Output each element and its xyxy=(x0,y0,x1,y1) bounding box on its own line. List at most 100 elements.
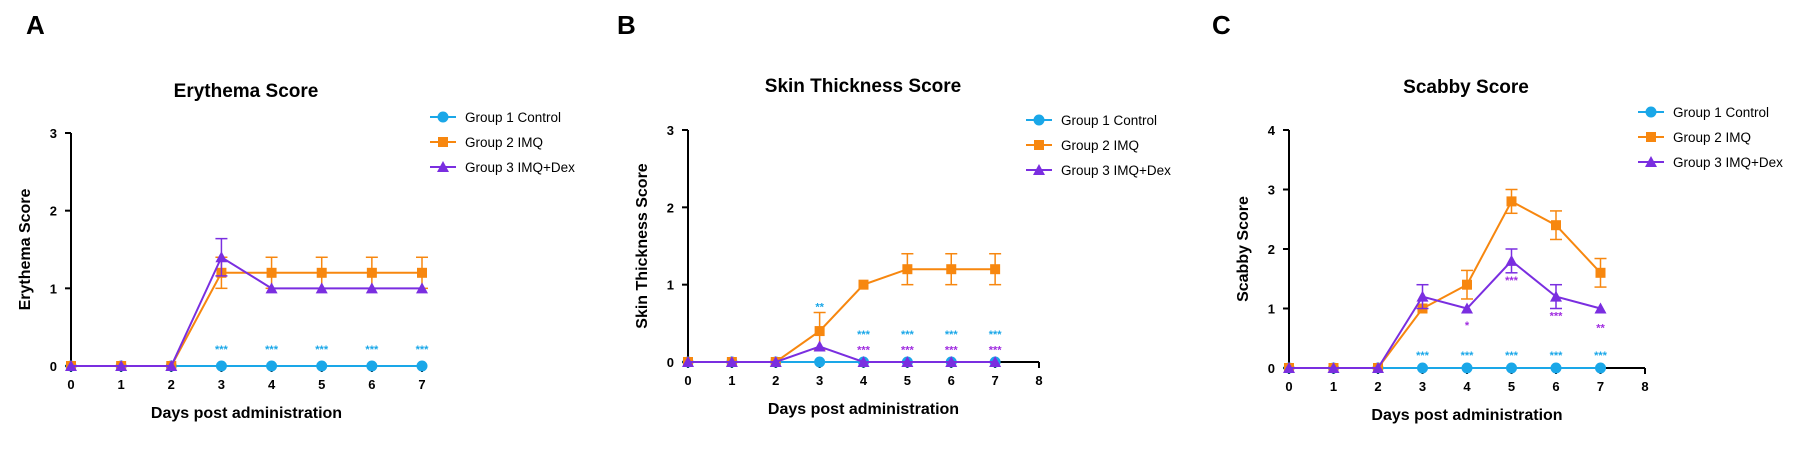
significance-mark: *** xyxy=(901,345,915,357)
data-point xyxy=(1283,362,1295,373)
data-point xyxy=(316,267,327,278)
y-tick-label: 3 xyxy=(1268,183,1275,198)
significance-mark: *** xyxy=(857,345,871,357)
significance-mark: *** xyxy=(315,344,329,356)
significance-mark: *** xyxy=(989,329,1003,341)
chart-panel-a: A Erythema Score 0 1 2 3 4 5 6 7 0 1 2 3 Days post adm… xyxy=(17,10,575,422)
x-tick-label: 4 xyxy=(268,377,276,392)
chart-panel-c: C Scabby Score 0 1 2 3 4 5 6 7 8 0 1 2 3 4 Days post adm… xyxy=(1212,10,1783,424)
data-point xyxy=(1461,302,1473,314)
x-tick-label: 6 xyxy=(948,373,955,388)
x-tick-label: 5 xyxy=(318,377,325,392)
legend-label: Group 3 IMQ+Dex xyxy=(1061,163,1171,178)
x-tick-label: 2 xyxy=(772,373,779,388)
data-point xyxy=(215,251,228,263)
legend-label: Group 1 Control xyxy=(1673,105,1769,120)
data-point xyxy=(1595,267,1606,278)
data-point xyxy=(266,360,278,372)
legend-label: Group 1 Control xyxy=(1061,113,1157,128)
data-point xyxy=(1416,290,1429,302)
significance-mark: *** xyxy=(945,329,959,341)
data-point xyxy=(266,267,277,278)
data-point xyxy=(902,264,913,275)
x-tick-label: 0 xyxy=(67,377,74,392)
x-tick-label: 7 xyxy=(992,373,999,388)
x-tick-label: 5 xyxy=(904,373,911,388)
data-point xyxy=(769,356,782,367)
data-point xyxy=(366,267,377,278)
data-point xyxy=(365,282,378,294)
data-point xyxy=(945,356,958,367)
legend-marker xyxy=(437,111,449,123)
data-point xyxy=(215,360,227,372)
significance-mark: ** xyxy=(1596,323,1605,335)
data-point xyxy=(1551,220,1561,231)
data-point xyxy=(165,360,178,371)
data-point xyxy=(1506,362,1517,374)
legend-label: Group 2 IMQ xyxy=(1673,130,1751,145)
data-point xyxy=(366,360,378,372)
y-tick-label: 0 xyxy=(667,355,674,370)
significance-mark: *** xyxy=(901,329,915,341)
y-tick-label: 1 xyxy=(50,281,57,296)
x-axis-title: Days post administration xyxy=(1371,407,1562,424)
significance-mark: *** xyxy=(945,345,959,357)
panel-letter: A xyxy=(26,10,45,40)
significance-mark: *** xyxy=(1550,350,1564,362)
y-tick-label: 2 xyxy=(1268,242,1275,257)
data-point xyxy=(814,326,825,337)
series-3 xyxy=(65,237,428,371)
x-axis-title: Days post administration xyxy=(768,401,959,418)
legend: Group 1 Control Group 2 IMQ Group 3 IMQ+De… xyxy=(1638,105,1783,170)
x-tick-label: 8 xyxy=(1035,373,1042,388)
significance-mark: *** xyxy=(1550,311,1564,323)
y-axis-title: Scabby Score xyxy=(1235,196,1252,302)
legend-label: Group 2 IMQ xyxy=(1061,138,1139,153)
y-tick-label: 2 xyxy=(667,200,674,215)
legend-marker xyxy=(1033,114,1045,126)
series-line xyxy=(688,345,996,363)
legend-label: Group 1 Control xyxy=(465,110,561,125)
x-tick-label: 4 xyxy=(860,373,868,388)
data-point xyxy=(1461,362,1473,374)
y-tick-label: 3 xyxy=(50,126,57,141)
data-point xyxy=(417,267,427,278)
series-3 xyxy=(1283,248,1607,373)
legend-marker xyxy=(437,161,449,172)
x-tick-label: 1 xyxy=(118,377,125,392)
data-point xyxy=(1505,254,1518,266)
data-point xyxy=(1327,362,1340,373)
x-tick-label: 7 xyxy=(418,377,425,392)
x-tick-label: 2 xyxy=(1374,379,1381,394)
data-point xyxy=(813,340,826,352)
x-tick-label: 1 xyxy=(728,373,735,388)
legend-marker xyxy=(1034,140,1044,150)
y-tick-label: 4 xyxy=(1268,123,1276,138)
data-point xyxy=(725,356,738,367)
data-point xyxy=(901,356,914,367)
legend: Group 1 Control Group 2 IMQ Group 3 IMQ+De… xyxy=(1026,113,1171,178)
x-tick-label: 3 xyxy=(816,373,823,388)
legend-marker xyxy=(1645,106,1657,118)
data-point xyxy=(1550,290,1562,302)
series-line xyxy=(71,255,422,367)
panel-letter: C xyxy=(1212,10,1231,40)
chart-title: Erythema Score xyxy=(174,81,319,102)
x-tick-label: 3 xyxy=(1419,379,1426,394)
significance-mark: *** xyxy=(365,344,379,356)
y-tick-label: 2 xyxy=(50,204,57,219)
significance-mark: *** xyxy=(215,344,229,356)
significance-mark: *** xyxy=(1594,350,1608,362)
significance-mark: ** xyxy=(815,301,824,313)
y-tick-label: 0 xyxy=(1268,361,1275,376)
y-tick-label: 1 xyxy=(1268,302,1275,317)
series-3 xyxy=(682,340,1002,367)
x-tick-label: 0 xyxy=(1285,379,1292,394)
significance-mark: *** xyxy=(416,344,430,356)
data-point xyxy=(1417,362,1428,374)
legend-label: Group 3 IMQ+Dex xyxy=(465,160,575,175)
x-tick-label: 3 xyxy=(218,377,225,392)
data-point xyxy=(857,356,870,367)
